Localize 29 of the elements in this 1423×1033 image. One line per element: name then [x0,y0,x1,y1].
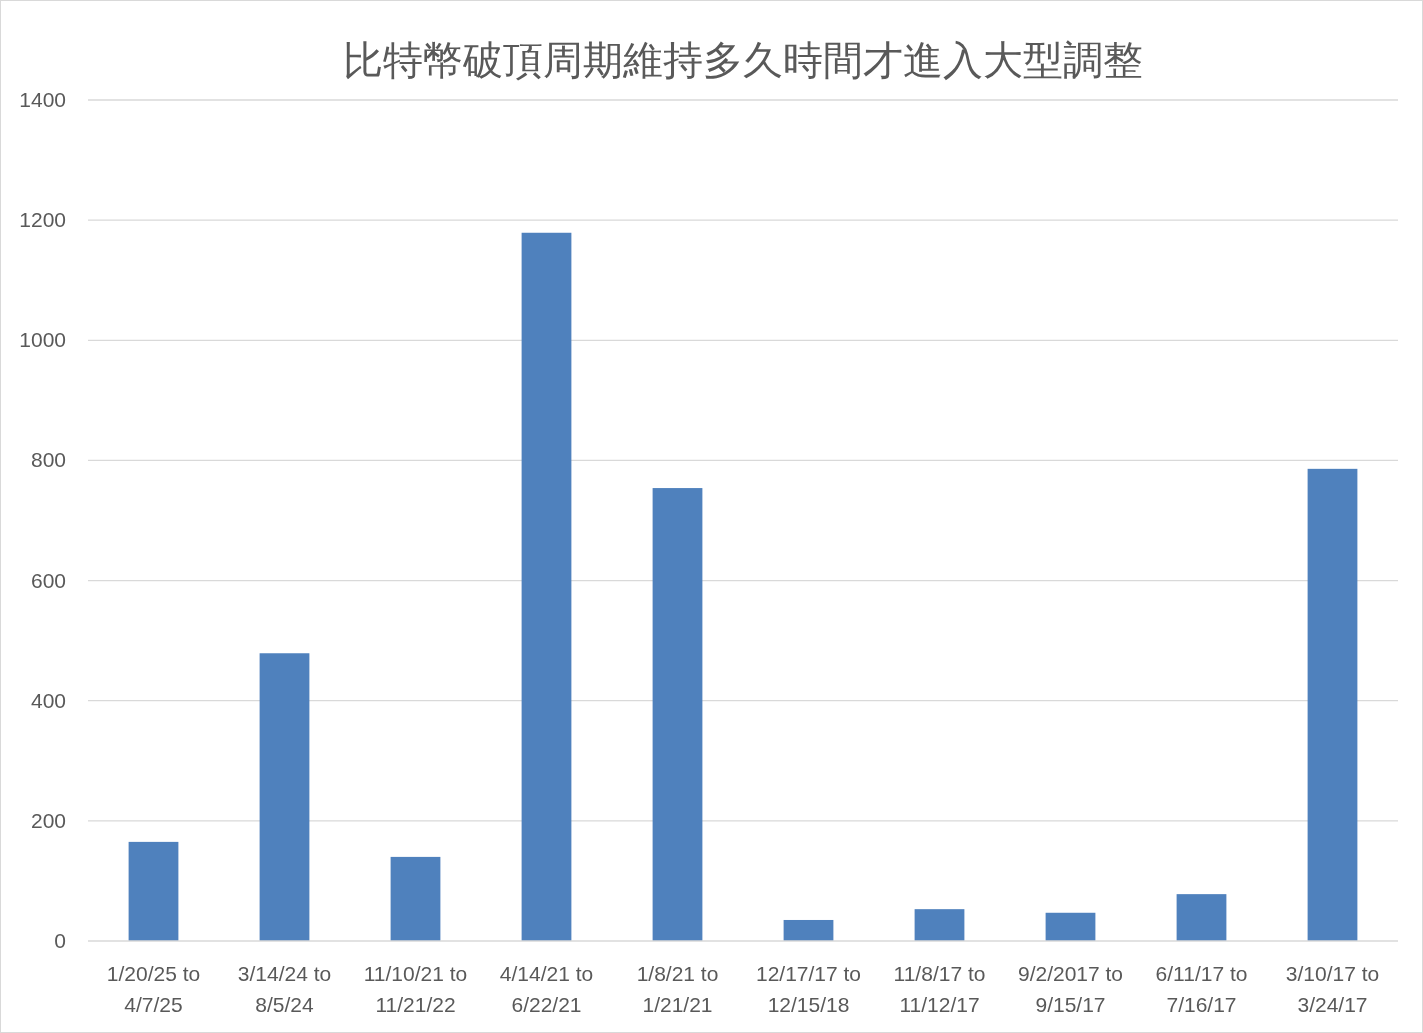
x-tick-label: 3/14/24 to 8/5/24 [237,962,332,1016]
x-tick-label: 9/2/2017 to 9/15/17 [1017,962,1124,1016]
bar [914,909,965,941]
chart-title: 比特幣破頂周期維持多久時間才進入大型調整 [343,38,1143,82]
bar [1176,894,1227,941]
x-tick-label: 11/8/17 to 11/12/17 [893,962,986,1016]
y-tick-label: 0 [54,929,66,952]
x-tick-label: 6/11/17 to 7/16/17 [1155,962,1248,1016]
x-tick-label: 4/14/21 to 6/22/21 [499,962,594,1016]
y-tick-label: 800 [30,448,66,472]
y-tick-label: 1200 [19,208,66,232]
y-tick-label: 400 [30,688,66,712]
bar [1307,468,1358,941]
x-tick-label: 11/10/21 to 11/21/22 [363,962,468,1016]
x-tick-label: 1/20/25 to 4/7/25 [106,962,201,1016]
y-tick-label: 1400 [19,88,66,111]
bar [521,232,572,941]
y-tick-label: 200 [30,808,66,832]
bar [783,919,834,941]
bar [652,488,703,941]
x-tick-label: 1/8/21 to 1/21/21 [636,962,719,1016]
x-tick-label: 12/17/17 to 12/15/18 [755,962,862,1016]
bar [259,653,310,941]
bar [390,856,441,941]
y-tick-label: 1000 [19,328,66,352]
bar [1045,912,1096,941]
bar [128,841,179,941]
x-tick-label: 3/10/17 to 3/24/17 [1285,962,1380,1016]
y-tick-label: 600 [30,568,66,592]
